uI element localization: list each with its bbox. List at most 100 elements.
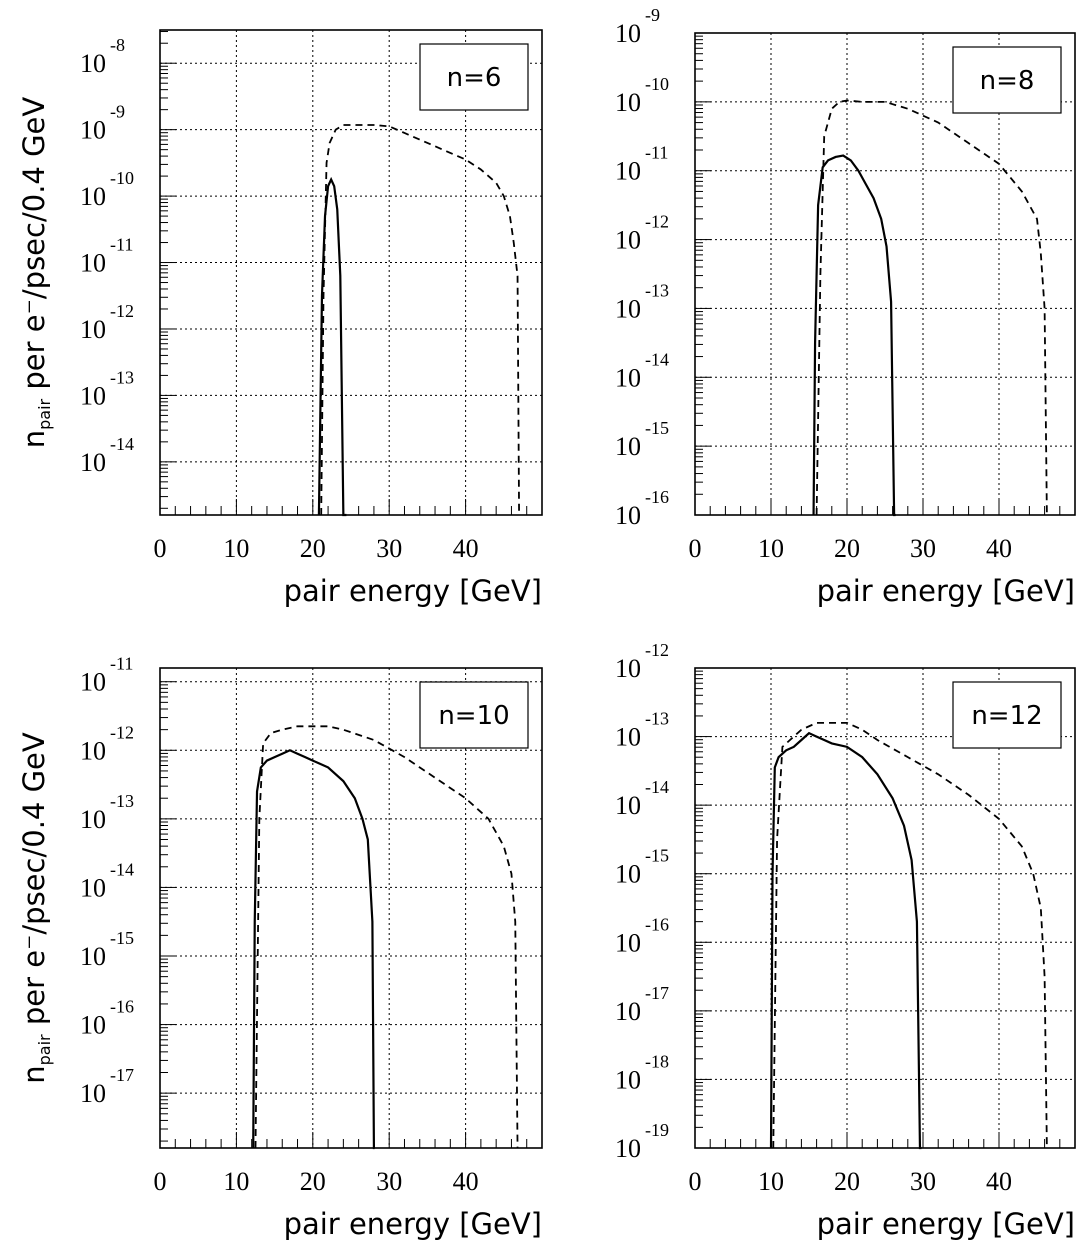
y-tick-label: 10 xyxy=(80,1079,106,1108)
y-tick-label: 10 xyxy=(80,49,106,78)
y-tick-exponent: -16 xyxy=(645,487,669,507)
y-tick-label: 10 xyxy=(615,363,641,392)
y-tick-exponent: -11 xyxy=(110,654,133,674)
y-tick-exponent: -12 xyxy=(110,301,134,321)
y-tick-label: 10 xyxy=(80,1011,106,1040)
y-tick-exponent: -12 xyxy=(645,212,669,232)
y-tick-label: 10 xyxy=(615,928,641,957)
series-solid-line xyxy=(812,154,896,517)
y-tick-label: 10 xyxy=(80,873,106,902)
y-tick-exponent: -14 xyxy=(645,777,669,797)
y-tick-label: 10 xyxy=(615,654,641,683)
panel-label-box xyxy=(419,43,529,111)
y-tick-exponent: -14 xyxy=(110,859,134,879)
x-tick-label: 0 xyxy=(689,1167,702,1196)
y-tick-exponent: -17 xyxy=(645,983,669,1003)
panel-label-box xyxy=(419,681,529,749)
series-dashed-line xyxy=(254,725,519,1149)
x-axis-title: pair energy [GeV] xyxy=(284,574,542,608)
x-tick-label: 40 xyxy=(453,1167,479,1196)
x-tick-label: 20 xyxy=(300,534,326,563)
y-tick-exponent: -11 xyxy=(645,143,668,163)
x-axis-title: pair energy [GeV] xyxy=(284,1207,542,1241)
y-tick-exponent: -10 xyxy=(110,168,134,188)
y-tick-label: 10 xyxy=(615,294,641,323)
panel-n-12: 0 10 20 30 4010-1210-1310-1410-1510-1610-171… xyxy=(615,640,1076,1241)
y-tick-label: 10 xyxy=(615,860,641,889)
y-tick-exponent: -16 xyxy=(645,914,669,934)
y-tick-label: 10 xyxy=(80,668,106,697)
plot-frame xyxy=(694,667,1076,1149)
plot-frame xyxy=(159,667,543,1149)
panel-label: n=6 xyxy=(447,63,502,93)
plot-frame xyxy=(694,32,1076,516)
series-solid-line xyxy=(769,731,922,1150)
y-tick-exponent: -9 xyxy=(110,102,125,122)
y-tick-label: 10 xyxy=(80,805,106,834)
x-tick-label: 0 xyxy=(154,1167,167,1196)
series-solid-line xyxy=(317,176,347,517)
y-tick-exponent: -18 xyxy=(645,1051,669,1071)
x-tick-label: 10 xyxy=(223,534,249,563)
y-tick-label: 10 xyxy=(615,432,641,461)
x-tick-label: 10 xyxy=(758,534,784,563)
y-tick-exponent: -15 xyxy=(645,418,669,438)
x-axis-title: pair energy [GeV] xyxy=(817,1207,1075,1241)
series-dashed-line xyxy=(320,124,520,516)
y-tick-label: 10 xyxy=(80,116,106,145)
y-tick-label: 10 xyxy=(615,723,641,752)
panel-label-box xyxy=(952,681,1062,749)
y-tick-exponent: -17 xyxy=(110,1065,134,1085)
y-tick-exponent: -14 xyxy=(110,434,134,454)
y-tick-label: 10 xyxy=(615,1065,641,1094)
y-axis-title: npair per e⁻/psec/0.4 GeV xyxy=(17,732,54,1084)
y-tick-label: 10 xyxy=(80,182,106,211)
panel-n-8: 0 10 20 30 4010-910-1010-1110-1210-1310-1410… xyxy=(615,5,1076,608)
y-tick-exponent: -12 xyxy=(645,640,669,660)
y-tick-label: 10 xyxy=(615,791,641,820)
y-tick-label: 10 xyxy=(615,501,641,530)
y-tick-exponent: -13 xyxy=(110,791,134,811)
y-tick-label: 10 xyxy=(615,157,641,186)
x-tick-label: 30 xyxy=(910,1167,936,1196)
y-tick-label: 10 xyxy=(80,736,106,765)
y-tick-label: 10 xyxy=(615,997,641,1026)
y-tick-exponent: -15 xyxy=(645,846,669,866)
y-tick-exponent: -15 xyxy=(110,928,134,948)
x-tick-label: 30 xyxy=(376,534,402,563)
panel-n-10: 0 10 20 30 4010-1110-1210-1310-1410-1510-161… xyxy=(17,654,543,1241)
x-tick-label: 40 xyxy=(453,534,479,563)
x-tick-label: 0 xyxy=(689,534,702,563)
y-tick-exponent: -14 xyxy=(645,349,669,369)
x-tick-label: 30 xyxy=(376,1167,402,1196)
y-tick-label: 10 xyxy=(80,381,106,410)
x-tick-label: 10 xyxy=(758,1167,784,1196)
y-tick-exponent: -8 xyxy=(110,35,125,55)
x-axis-title: pair energy [GeV] xyxy=(817,574,1075,608)
x-tick-label: 10 xyxy=(223,1167,249,1196)
y-tick-label: 10 xyxy=(615,88,641,117)
y-tick-label: 10 xyxy=(615,19,641,48)
y-tick-exponent: -13 xyxy=(645,709,669,729)
y-tick-label: 10 xyxy=(80,448,106,477)
y-tick-exponent: -10 xyxy=(645,74,669,94)
y-tick-label: 10 xyxy=(80,315,106,344)
panel-label: n=10 xyxy=(438,701,509,731)
x-tick-label: 20 xyxy=(834,1167,860,1196)
y-tick-label: 10 xyxy=(80,249,106,278)
x-tick-label: 0 xyxy=(154,534,167,563)
panel-label: n=12 xyxy=(971,701,1042,731)
y-tick-label: 10 xyxy=(615,1134,641,1163)
x-tick-label: 40 xyxy=(986,1167,1012,1196)
y-tick-exponent: -19 xyxy=(645,1120,669,1140)
x-tick-label: 20 xyxy=(300,1167,326,1196)
panel-label: n=8 xyxy=(980,66,1035,96)
panel-label-box xyxy=(952,46,1062,114)
y-tick-exponent: -12 xyxy=(110,722,134,742)
x-tick-label: 20 xyxy=(834,534,860,563)
y-tick-exponent: -11 xyxy=(110,235,133,255)
series-dashed-line xyxy=(815,99,1048,516)
series-dashed-line xyxy=(772,721,1048,1149)
y-tick-label: 10 xyxy=(80,942,106,971)
